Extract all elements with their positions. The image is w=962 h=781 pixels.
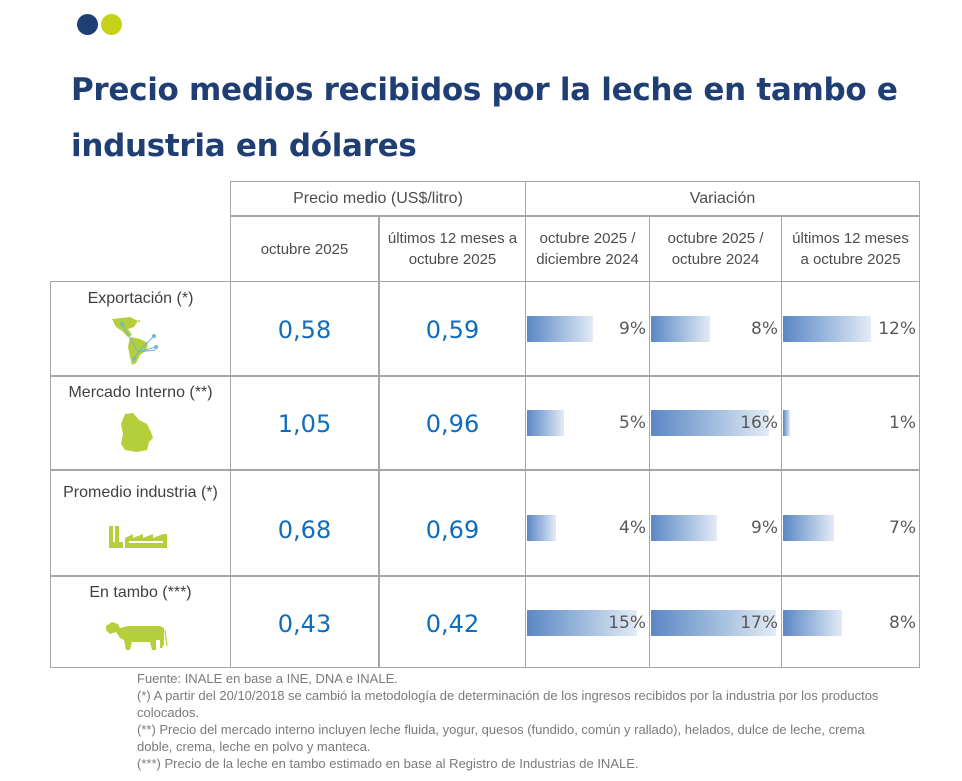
note-1: (*) A partir del 20/10/2018 se cambió la… <box>137 688 879 720</box>
cow-icon <box>106 622 168 650</box>
header-price: Precio medio (US$/litro) <box>293 190 463 207</box>
variation-label-12m: 7% <box>889 518 916 538</box>
variation-bar-12m <box>783 410 791 436</box>
divider <box>50 281 51 668</box>
row-label-en-tambo: En tambo (***) <box>89 584 192 601</box>
variation-bar-dic-2024 <box>527 610 638 636</box>
variation-bar-oct-2024 <box>651 410 769 436</box>
variation-label-oct-2024: 17% <box>740 613 778 633</box>
variation-bar-12m <box>783 610 842 636</box>
divider <box>525 181 526 668</box>
variation-bar-oct-2024 <box>651 316 710 342</box>
divider <box>50 575 920 577</box>
price-12m-mercado-interno: 0,96 <box>425 410 480 438</box>
americas-map-icon <box>112 317 158 365</box>
col-header-price-month: octubre 2025 <box>260 240 349 258</box>
price-12m-exportacion: 0,59 <box>425 316 480 344</box>
variation-label-12m: 1% <box>889 413 916 433</box>
divider <box>231 215 920 217</box>
variation-bar-oct-2024 <box>651 610 776 636</box>
variation-bar-dic-2024 <box>527 515 557 541</box>
page-title: Precio medios recibidos por la leche en … <box>71 72 898 164</box>
divider <box>50 667 920 668</box>
variation-label-dic-2024: 4% <box>619 518 646 538</box>
col-header-price-12m: últimos 12 meses a octubre 2025 <box>387 230 518 268</box>
divider <box>230 181 231 668</box>
variation-label-12m: 8% <box>889 613 916 633</box>
price-month-exportacion: 0,58 <box>277 316 332 344</box>
divider <box>781 216 782 668</box>
variation-label-oct-2024: 9% <box>751 518 778 538</box>
col-header-var-oct: octubre 2025 / octubre 2024 <box>667 230 764 268</box>
divider <box>919 181 920 668</box>
uruguay-map-icon <box>121 413 153 452</box>
price-month-promedio-industria: 0,68 <box>277 516 332 544</box>
divider <box>50 375 920 377</box>
price-12m-promedio-industria: 0,69 <box>425 516 480 544</box>
divider <box>231 181 920 182</box>
price-month-mercado-interno: 1,05 <box>277 410 332 438</box>
variation-bar-dic-2024 <box>527 410 564 436</box>
variation-label-dic-2024: 5% <box>619 413 646 433</box>
brand-dots <box>77 14 122 35</box>
factory-icon <box>109 526 167 548</box>
note-3: (***) Precio de la leche en tambo estima… <box>137 756 639 771</box>
divider <box>50 469 920 471</box>
lime-dot-icon <box>101 14 122 35</box>
variation-label-dic-2024: 9% <box>619 319 646 339</box>
variation-label-oct-2024: 8% <box>751 319 778 339</box>
col-header-var-12m: últimos 12 meses a octubre 2025 <box>792 230 909 268</box>
variation-bar-12m <box>783 515 835 541</box>
variation-bar-12m <box>783 316 872 342</box>
variation-label-dic-2024: 15% <box>608 613 646 633</box>
divider <box>50 281 920 282</box>
col-header-var-dic: octubre 2025 / diciembre 2024 <box>536 230 639 268</box>
note-2: (**) Precio del mercado interno incluyen… <box>137 722 865 754</box>
footnotes: Fuente: INALE en base a INE, DNA e INALE… <box>137 670 897 772</box>
variation-bar-dic-2024 <box>527 316 594 342</box>
variation-label-12m: 12% <box>878 319 916 339</box>
row-label-mercado-interno: Mercado Interno (**) <box>68 384 213 401</box>
header-variation: Variación <box>689 190 756 207</box>
row-label-exportacion: Exportación (*) <box>87 290 194 307</box>
note-source: Fuente: INALE en base a INE, DNA e INALE… <box>137 671 398 686</box>
navy-dot-icon <box>77 14 98 35</box>
row-label-promedio-industria: Promedio industria (*) <box>63 484 218 501</box>
price-12m-en-tambo: 0,42 <box>425 610 480 638</box>
price-month-en-tambo: 0,43 <box>277 610 332 638</box>
variation-label-oct-2024: 16% <box>740 413 778 433</box>
variation-bar-oct-2024 <box>651 515 718 541</box>
divider <box>378 216 380 668</box>
divider <box>649 216 650 668</box>
